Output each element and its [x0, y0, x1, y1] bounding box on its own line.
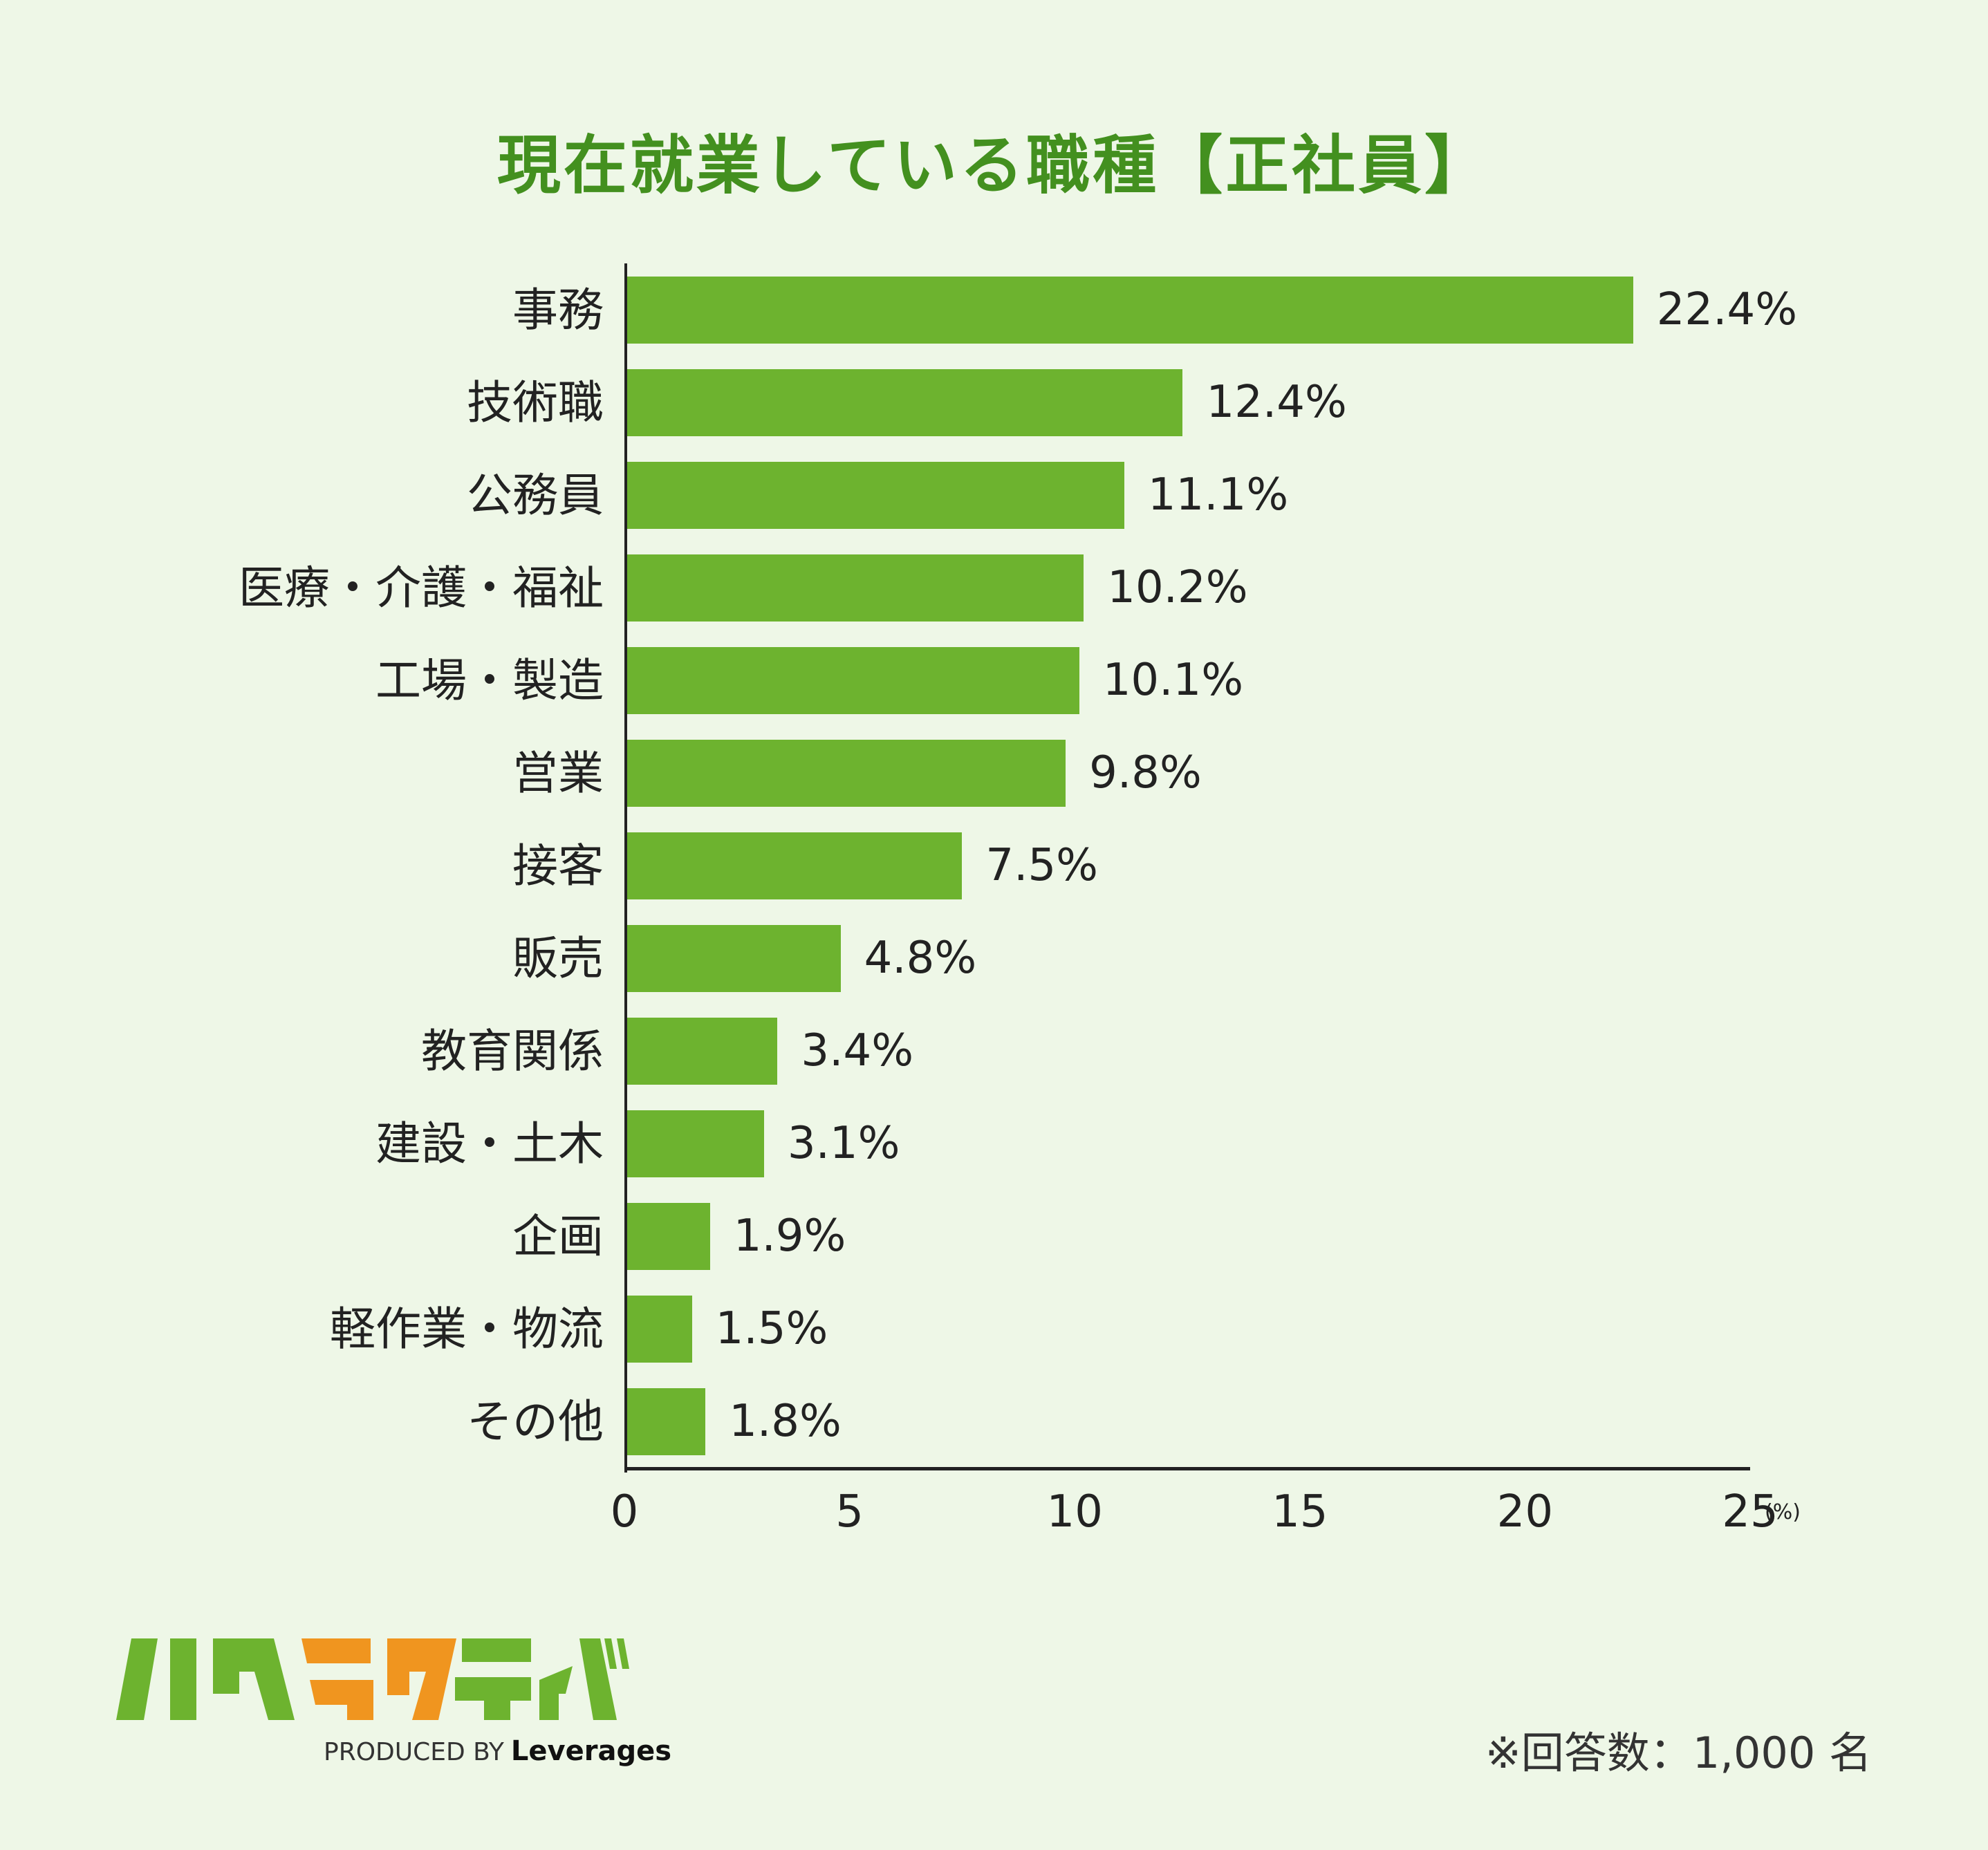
x-tick-label: 0 [610, 1486, 639, 1538]
bar [627, 647, 1079, 714]
logo-produced-by: PRODUCED BY Leverages [324, 1735, 671, 1767]
value-label: 1.5% [715, 1303, 828, 1354]
value-label: 9.8% [1089, 747, 1202, 798]
category-label: 軽作業・物流 [330, 1302, 604, 1356]
bar [627, 1110, 764, 1177]
bar-row: 建設・土木 3.1% [375, 1110, 1988, 1177]
bar-row: 教育関係 3.4% [421, 1018, 1988, 1085]
category-label: 販売 [512, 932, 604, 985]
bar [627, 832, 963, 899]
value-label: 10.1% [1102, 655, 1244, 706]
value-label: 3.1% [787, 1118, 900, 1169]
value-label: 11.1% [1147, 469, 1289, 521]
bar [627, 1296, 692, 1363]
value-label: 1.9% [733, 1211, 846, 1262]
bar [627, 462, 1124, 529]
x-tick-label: 20 [1496, 1486, 1554, 1538]
bar [627, 369, 1183, 436]
category-label: 接客 [512, 839, 604, 893]
bar-row: 事務 22.4% [512, 277, 1988, 344]
bar [627, 740, 1066, 807]
x-tick-label: 5 [835, 1486, 864, 1538]
x-tick-label: 10 [1046, 1486, 1103, 1538]
bar-row: 工場・製造 10.1% [375, 647, 1988, 714]
bar [627, 1388, 706, 1455]
respondents-note: ※回答数：1,000 名 [1485, 1728, 1872, 1778]
x-tick-label: 15 [1272, 1486, 1328, 1538]
category-label: 事務 [512, 283, 604, 337]
value-label: 1.8% [729, 1396, 842, 1447]
x-axis-unit: (%) [1765, 1500, 1801, 1524]
plot-area: 事務 22.4% 技術職 12.4% 公務員 11.1% 医療・介護・福祉 10.2% 工場・製… [239, 263, 1797, 1473]
bar-row: 医療・介護・福祉 10.2% [239, 554, 1988, 622]
value-label: 22.4% [1656, 284, 1797, 335]
logo-wordmark-icon [116, 1638, 629, 1720]
bar-row: 営業 9.8% [512, 740, 1988, 807]
y-axis-line [624, 263, 627, 1473]
bar [627, 277, 1633, 344]
chart-title: 現在就業している職種【正社員】 [496, 129, 1492, 203]
bar [627, 925, 841, 992]
bar-row: 公務員 11.1% [467, 462, 1988, 529]
leverages-text: Leverages [510, 1735, 672, 1767]
x-tick-label: 25 [1722, 1486, 1778, 1538]
category-label: 工場・製造 [375, 654, 604, 707]
category-label: 技術職 [467, 376, 604, 429]
x-axis-line [624, 1467, 1750, 1470]
value-label: 3.4% [801, 1025, 913, 1076]
category-label: 企画 [512, 1210, 604, 1263]
category-label: 建設・土木 [375, 1117, 604, 1170]
bar-row: 販売 4.8% [512, 925, 1988, 992]
category-label: 教育関係 [421, 1025, 604, 1078]
category-label: 営業 [512, 747, 604, 800]
value-label: 10.2% [1107, 562, 1248, 613]
value-label: 4.8% [864, 933, 977, 984]
bar [627, 1018, 778, 1085]
bar-row: 接客 7.5% [512, 832, 1988, 899]
category-label: 公務員 [467, 469, 604, 522]
category-label: その他 [467, 1395, 604, 1448]
category-label: 医療・介護・福祉 [239, 561, 604, 615]
bar-row: 軽作業・物流 1.5% [330, 1296, 1988, 1363]
bar-row: 企画 1.9% [512, 1203, 1988, 1270]
bar-row: 技術職 12.4% [467, 369, 1988, 436]
bar [627, 1203, 710, 1270]
bar-row: その他 1.8% [467, 1388, 1988, 1455]
value-label: 12.4% [1206, 377, 1347, 428]
value-label: 7.5% [985, 840, 1098, 891]
bar [627, 554, 1084, 622]
hataractive-logo [116, 1638, 635, 1728]
produced-by-text: PRODUCED BY [324, 1738, 504, 1766]
